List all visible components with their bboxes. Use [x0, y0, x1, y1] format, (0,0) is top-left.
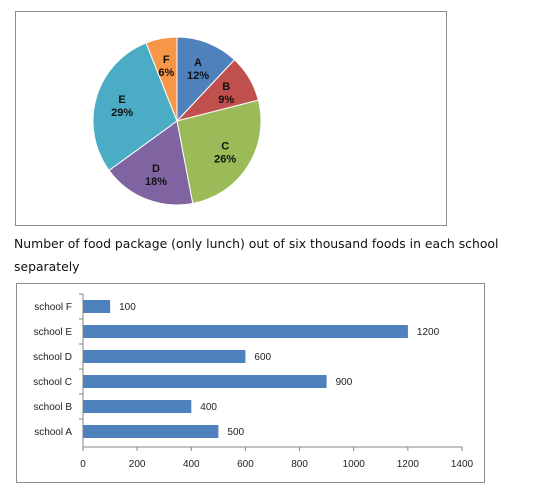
x-tick-label: 200 — [129, 459, 146, 470]
category-label: school C — [33, 377, 72, 388]
pie-percent-a: 12% — [187, 70, 209, 82]
x-tick-label: 1000 — [343, 459, 366, 470]
category-label: school B — [34, 402, 73, 413]
pie-chart: A12% B9% C26% D18% E29% F6% — [92, 36, 262, 206]
bar-value-label: 400 — [200, 402, 217, 413]
bar — [83, 325, 408, 338]
x-tick-label: 1200 — [397, 459, 420, 470]
bar-value-label: 1200 — [417, 327, 440, 338]
pie-percent-e: 29% — [111, 107, 133, 119]
pie-label-e: E — [118, 94, 125, 106]
category-label: school F — [34, 302, 72, 313]
x-tick-label: 400 — [183, 459, 200, 470]
bar-value-label: 600 — [254, 352, 271, 363]
category-label: school A — [34, 427, 72, 438]
bar — [83, 350, 246, 363]
bar — [83, 375, 327, 388]
bar-value-label: 100 — [119, 302, 136, 313]
pie-slice-d — [108, 120, 194, 206]
pie-label-a: A — [194, 57, 202, 69]
pie-slice-a — [176, 36, 236, 123]
x-tick-label: 1400 — [451, 459, 474, 470]
bar — [83, 400, 192, 413]
x-tick-label: 0 — [80, 459, 86, 470]
pie-slice-e — [92, 42, 178, 172]
category-label: school D — [33, 352, 72, 363]
pie-label-d: D — [152, 163, 160, 175]
pie-label-c: C — [221, 141, 229, 153]
bar-chart: school F 100 school E 1200 school D 600 school… — [33, 293, 474, 470]
pie-percent-c: 26% — [214, 154, 236, 166]
bar-chart-caption: Number of food package (only lunch) out … — [14, 236, 499, 274]
pie-label-f: F — [163, 54, 170, 66]
category-label: school E — [34, 327, 73, 338]
pie-percent-f: 6% — [158, 67, 174, 79]
bar — [83, 425, 219, 438]
pie-percent-b: 9% — [218, 94, 234, 106]
pie-slice-f — [145, 36, 178, 122]
bar-value-label: 900 — [336, 377, 353, 388]
pie-label-b: B — [222, 81, 230, 93]
pie-slice-c — [176, 99, 262, 205]
bar-chart-frame: school F 100 school E 1200 school D 600 school… — [16, 283, 485, 483]
pie-chart-frame: A 12% B 9% C 26% D 18% E 29% F 6% — [15, 11, 447, 226]
pie-percent-d: 18% — [145, 176, 167, 188]
x-tick-label: 600 — [237, 459, 254, 470]
x-tick-label: 800 — [291, 459, 308, 470]
bar — [83, 300, 111, 313]
bar-value-label: 500 — [227, 427, 244, 438]
